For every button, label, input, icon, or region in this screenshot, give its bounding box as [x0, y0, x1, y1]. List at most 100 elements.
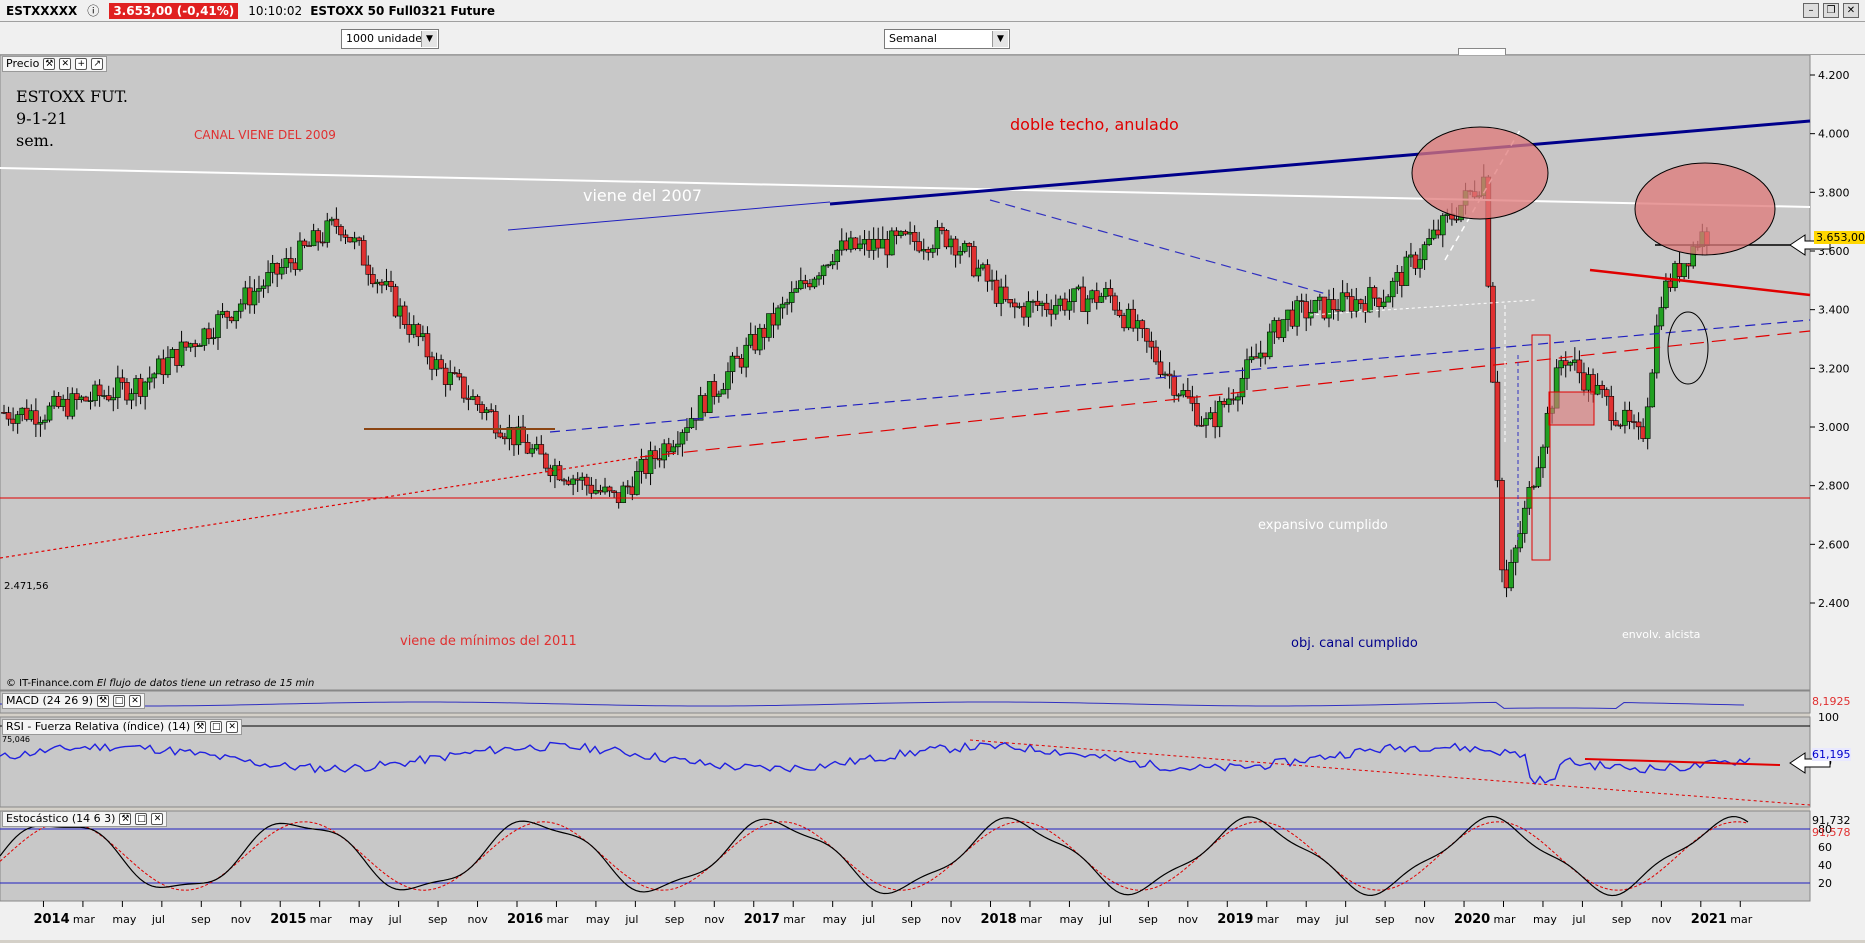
- candle-body: [816, 275, 822, 280]
- candle-body: [702, 395, 708, 413]
- candle-body: [620, 485, 627, 503]
- candle-body: [1348, 296, 1355, 312]
- candle-body: [579, 476, 586, 481]
- candle-body: [5, 412, 12, 420]
- candle-body: [278, 267, 285, 275]
- price-panel-label: Precio ⚒ ✕ + ↗: [2, 56, 108, 72]
- info-icon[interactable]: ⓘ: [87, 4, 100, 18]
- wrench-icon[interactable]: ⚒: [97, 695, 110, 707]
- candle-body: [943, 230, 950, 248]
- candle-body: [766, 313, 772, 338]
- candle-body: [606, 486, 613, 492]
- maximize-icon[interactable]: □: [113, 695, 126, 707]
- candle-body: [146, 377, 153, 383]
- candle-body: [283, 258, 290, 268]
- candle-body: [665, 443, 672, 453]
- y-tick-label: 2.600: [1818, 538, 1850, 551]
- minimize-icon[interactable]: –: [1803, 3, 1819, 18]
- candle-body: [424, 333, 431, 358]
- candle-body: [734, 355, 740, 359]
- candle-body: [1203, 418, 1209, 426]
- window-controls: – ❐ ✕: [1803, 3, 1859, 18]
- maximize-icon[interactable]: □: [210, 721, 223, 733]
- units-select[interactable]: 1000 unidades ▼: [341, 29, 439, 49]
- export-icon[interactable]: ↗: [91, 58, 104, 70]
- x-tick-label: 2016: [507, 912, 543, 927]
- candle-body: [115, 377, 121, 398]
- candle-body: [219, 311, 226, 315]
- candle-body: [105, 395, 112, 401]
- period-select[interactable]: Semanal ▼: [884, 29, 1010, 49]
- wrench-icon[interactable]: ⚒: [119, 813, 132, 825]
- x-tick-label: nov: [1415, 913, 1436, 926]
- candle-body: [479, 404, 485, 413]
- stoch-tick: 80: [1818, 823, 1832, 836]
- wrench-icon[interactable]: ⚒: [194, 721, 207, 733]
- macd-panel-title: MACD (24 26 9): [6, 694, 94, 707]
- price-badge: 3.653,00 (-0,41%): [109, 2, 239, 19]
- stoch-k-line: [0, 815, 1749, 897]
- close-icon[interactable]: ✕: [226, 721, 239, 733]
- x-tick-label: mar: [783, 913, 805, 926]
- candle-body: [451, 372, 458, 374]
- candle-body: [984, 264, 991, 282]
- candle-body: [1235, 396, 1241, 401]
- candle-body: [124, 382, 130, 401]
- candle-body: [456, 373, 463, 378]
- candle-body: [1180, 390, 1187, 396]
- close-icon[interactable]: ✕: [59, 58, 72, 70]
- candle-body: [1112, 295, 1118, 311]
- candle-body: [1257, 352, 1264, 359]
- candle-body: [1262, 352, 1269, 358]
- candle-body: [857, 243, 863, 249]
- ellipse-envolv: [1667, 311, 1709, 385]
- candle-body: [1676, 263, 1683, 277]
- x-tick-label: mar: [1730, 913, 1752, 926]
- candle-body: [274, 263, 280, 275]
- candle-body: [1412, 254, 1419, 269]
- candle-body: [1216, 401, 1223, 428]
- candle-body: [1276, 320, 1282, 338]
- panel-border: [0, 690, 1811, 714]
- candle-body: [1139, 320, 1146, 330]
- toolbar: 1000 unidades ▼ Semanal ▼ ≈▼: [0, 22, 1865, 74]
- chevron-down-icon[interactable]: ▼: [992, 31, 1008, 47]
- candle-body: [1576, 359, 1583, 374]
- candle-body: [1066, 301, 1073, 311]
- candle-body: [820, 265, 827, 277]
- x-tick-label: sep: [1612, 913, 1631, 926]
- maximize-icon[interactable]: □: [135, 813, 148, 825]
- candle-body: [520, 426, 526, 443]
- candle-body: [1667, 280, 1674, 288]
- close-icon[interactable]: ✕: [129, 695, 142, 707]
- close-icon[interactable]: ✕: [151, 813, 164, 825]
- candle-body: [1002, 286, 1009, 300]
- candle-body: [269, 263, 276, 273]
- symbol-dropdown[interactable]: ESTXXXXX: [6, 3, 78, 18]
- candle-body: [1394, 272, 1401, 282]
- stoch-panel-label: Estocástico (14 6 3) ⚒ □ ✕: [2, 811, 168, 827]
- candle-body: [1239, 377, 1246, 398]
- candle-body: [1353, 299, 1360, 312]
- wrench-icon[interactable]: ⚒: [43, 58, 56, 70]
- close-icon[interactable]: ✕: [1843, 3, 1859, 18]
- candle-body: [1, 412, 7, 414]
- candle-body: [1371, 287, 1378, 299]
- candle-body: [10, 418, 16, 424]
- candle-body: [133, 378, 139, 394]
- add-icon[interactable]: +: [75, 58, 88, 70]
- candle-body: [51, 396, 57, 407]
- candle-body: [952, 238, 959, 256]
- candle-body: [1253, 356, 1259, 359]
- x-tick-label: mar: [1494, 913, 1516, 926]
- candle-body: [611, 490, 617, 493]
- restore-icon[interactable]: ❐: [1823, 3, 1839, 18]
- candle-body: [465, 397, 472, 400]
- candle-body: [784, 302, 790, 305]
- x-tick-label: jul: [1335, 913, 1349, 926]
- annotation-doble-techo: doble techo, anulado: [1010, 115, 1179, 134]
- candle-body: [524, 441, 531, 454]
- last-price-tag: 3.653,00: [1814, 231, 1865, 244]
- chevron-down-icon[interactable]: ▼: [421, 31, 437, 47]
- candle-body: [128, 393, 135, 401]
